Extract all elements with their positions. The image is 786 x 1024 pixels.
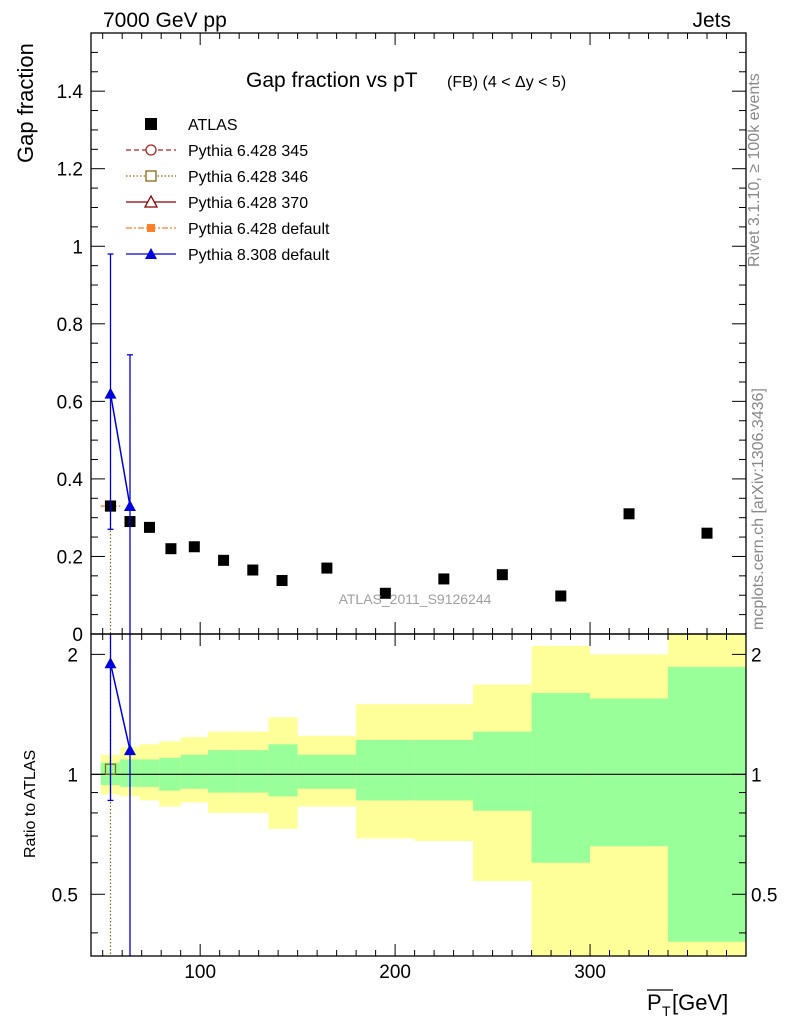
atlas-data-point [379, 587, 391, 599]
top-y-tick-label: 0.6 [57, 392, 83, 413]
analysis-watermark: ATLAS_2011_S9126244 [339, 591, 492, 607]
legend-marker [147, 224, 155, 232]
bottom-y-tick-label-right: 1 [751, 765, 762, 786]
x-tick-label: 300 [574, 962, 606, 983]
top-y-tick-label: 1.4 [57, 82, 84, 103]
bottom-y-tick-label-left: 0.5 [52, 885, 78, 906]
bottom-y-tick-label-left: 2 [67, 645, 78, 666]
legend-label: ATLAS [188, 117, 238, 134]
ratio-panel-content [91, 634, 746, 956]
ratio-band-inner [268, 744, 298, 797]
legend-marker [145, 248, 157, 259]
top-y-tick-label: 0.2 [57, 547, 83, 568]
collision-energy-label: 7000 GeV pp [103, 9, 227, 32]
ratio-band-inner [473, 731, 532, 811]
bottom-y-tick-label-left: 1 [67, 765, 78, 786]
x-tick-label: 100 [184, 962, 216, 983]
ratio-band-inner [180, 754, 208, 789]
x-axis-label-unit: [GeV] [672, 990, 728, 1015]
bottom-y-tick-label-right: 0.5 [751, 885, 777, 906]
legend-label: Pythia 6.428 345 [188, 143, 308, 160]
chart-texts: Gap fraction vs pT (FB) (4 < Δy < 5) P T [G… [246, 69, 728, 1019]
atlas-data-point [623, 508, 635, 520]
ratio-band-inner [414, 739, 474, 801]
x-tick-label: 200 [379, 962, 411, 983]
ratio-band-inner [668, 666, 746, 942]
ratio-band-inner [356, 739, 415, 801]
chart-legend: ATLAS Pythia 6.428 345 Pythia 6.428 346 Pyt… [126, 117, 330, 264]
atlas-data-point [496, 569, 508, 581]
pythia8-ratio-line [109, 663, 131, 751]
atlas-data-point [276, 574, 288, 586]
legend-label: Pythia 6.428 370 [188, 195, 308, 212]
process-label: Jets [692, 9, 731, 32]
legend-marker [143, 194, 159, 208]
atlas-data-point [218, 554, 230, 566]
x-axis-label: P [647, 990, 662, 1015]
top-y-tick-label: 0 [72, 625, 83, 646]
top-y-tick-label: 1 [72, 237, 83, 258]
bottom-y-tick-label-right: 2 [751, 645, 762, 666]
legend-marker [145, 144, 157, 156]
atlas-data-point [321, 562, 333, 574]
ratio-band-inner [297, 754, 357, 789]
pythia8-ratio-point [104, 657, 117, 669]
x-axis-label-subscript: T [662, 1003, 671, 1019]
pythia8-ratio-point [123, 744, 136, 756]
top-y-tick-label: 1.2 [57, 160, 83, 181]
pythia8-line [109, 393, 131, 507]
atlas-data-point [701, 527, 713, 539]
ratio-uncertainty-bands [100, 634, 746, 956]
atlas-data-point [438, 573, 450, 585]
legend-label: Pythia 8.308 default [188, 247, 330, 264]
legend-label: Pythia 6.428 346 [188, 169, 308, 186]
chart-title: Gap fraction vs pT [246, 69, 418, 92]
legend-marker [145, 118, 157, 130]
legend-marker [145, 170, 157, 182]
pythia8-data-point [123, 500, 136, 512]
atlas-data-point [555, 590, 567, 602]
ratio-band-inner [531, 692, 591, 863]
atlas-data-point [143, 521, 155, 533]
axis-ticks: 100 200 300 0 0.2 0.4 0.6 0.8 1 1.2 1.4 0.5 0.5 1 1 2 2 [52, 33, 777, 983]
chart-title-qualifier: (FB) (4 < Δy < 5) [447, 74, 566, 91]
legend-label: Pythia 6.428 default [188, 221, 330, 238]
atlas-data-point [247, 564, 259, 576]
bottom-panel-frame [90, 633, 747, 957]
ratio-band-inner [207, 750, 240, 793]
ratio-band-inner [139, 759, 160, 787]
ratio-band-inner [590, 698, 669, 847]
main-panel-content: ATLAS_2011_S9126244 [100, 253, 713, 634]
atlas-data-point [188, 541, 200, 553]
pythia8-data-point [104, 387, 117, 399]
ratio-band-inner [239, 750, 269, 793]
top-y-tick-label: 0.8 [57, 315, 83, 336]
panel-frames [90, 32, 747, 957]
top-y-tick-label: 0.4 [57, 470, 84, 491]
atlas-data-point [165, 543, 177, 555]
